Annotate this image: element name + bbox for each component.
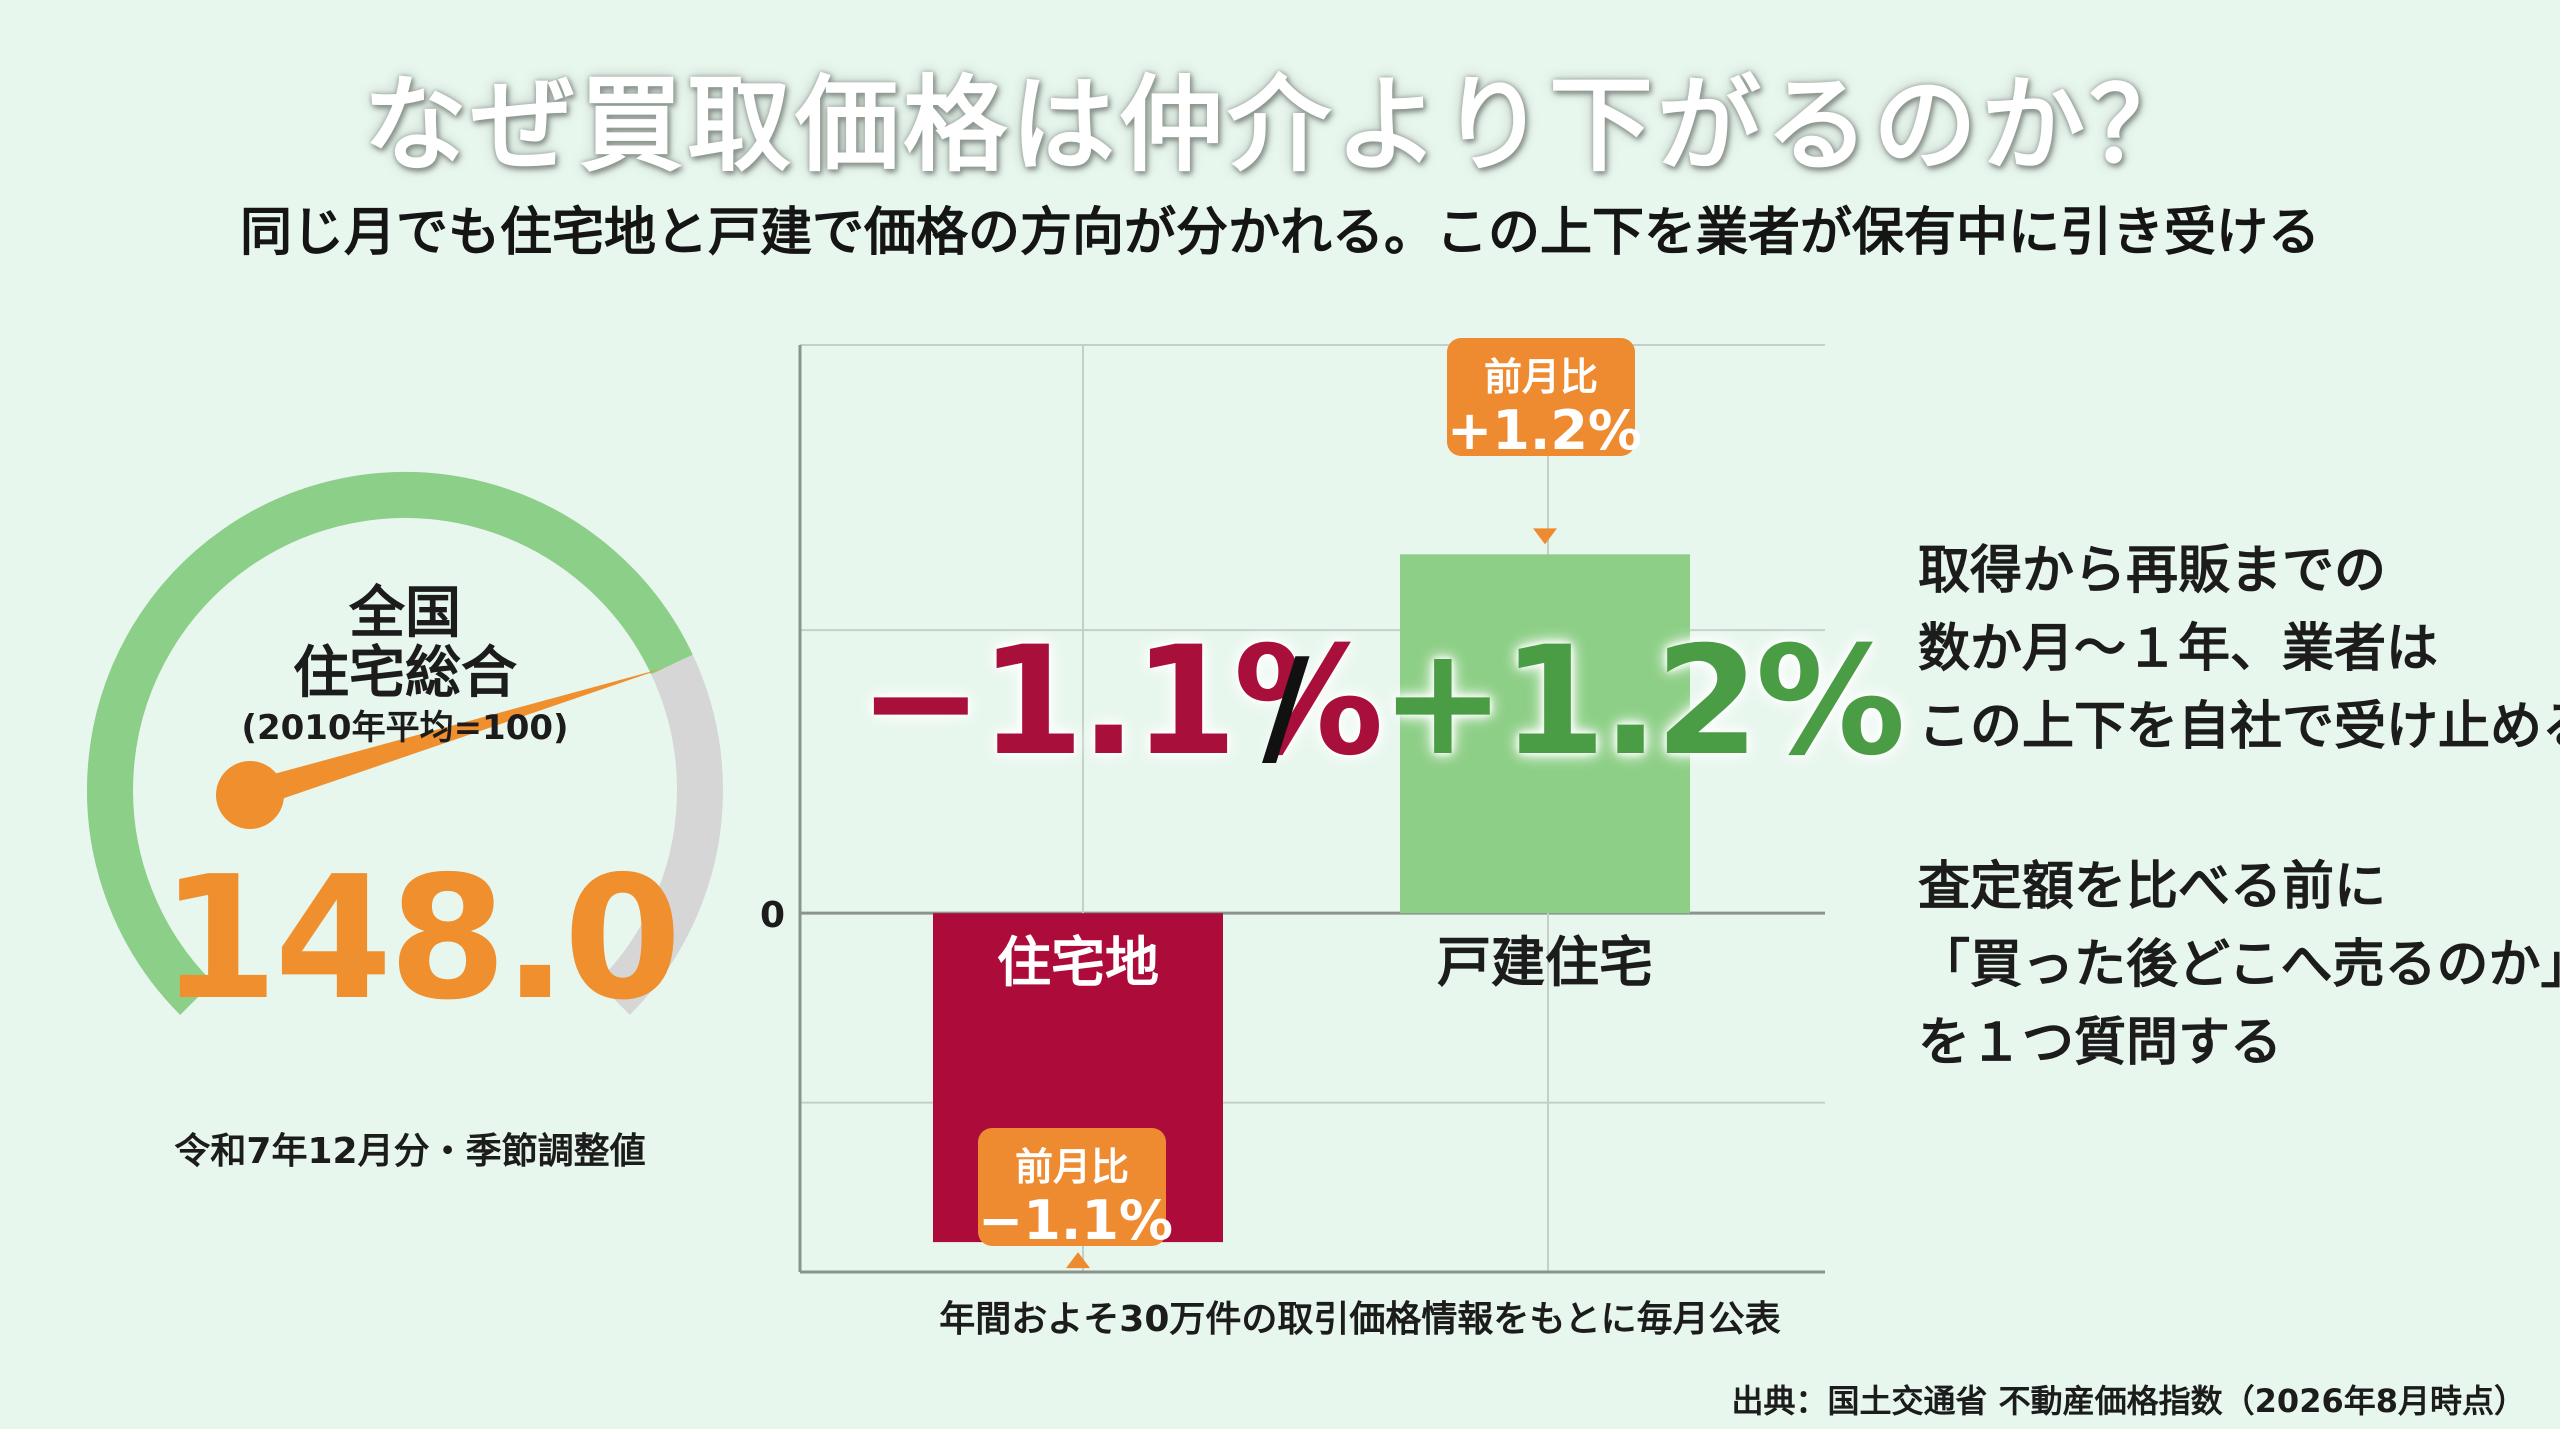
- page-subtitle: 同じ月でも住宅地と戸建で価格の方向が分かれる。この上下を業者が保有中に引き受ける: [239, 203, 2320, 263]
- gauge-period: 令和7年12月分・季節調整値: [174, 1131, 646, 1172]
- right-text-block2: 査定額を比べる前に 「買った後どこへ売るのか」 を１つ質問する: [1918, 848, 2560, 1082]
- gauge-needle-hub: [216, 761, 284, 829]
- callout-label: 前月比: [1014, 1145, 1129, 1189]
- gauge-label-line2: 住宅総合: [293, 641, 517, 706]
- gauge-needle: [245, 667, 665, 809]
- right-text-line: この上下を自社で受け止める: [1918, 697, 2560, 757]
- headline-negative: −1.1%: [858, 615, 1384, 789]
- callout-value: −1.1%: [978, 1189, 1174, 1252]
- source-note: 出典：国土交通省 不動産価格指数（2026年8月時点）: [1731, 1382, 2526, 1420]
- right-text-line: 取得から再販までの: [1918, 541, 2387, 601]
- right-text-line: 査定額を比べる前に: [1918, 857, 2387, 917]
- chart-note: 年間およそ30万件の取引価格情報をもとに毎月公表: [939, 1299, 1781, 1340]
- gauge-value: 148.0: [160, 840, 682, 1038]
- headline-slash: /: [1262, 630, 1310, 782]
- bar-label: 住宅地: [997, 931, 1159, 994]
- gauge-chart: [87, 472, 723, 1015]
- callout-pointer: [1533, 528, 1557, 545]
- callout-pointer: [1066, 1252, 1090, 1269]
- callout-label: 前月比: [1483, 355, 1598, 399]
- gauge-fill: [87, 472, 693, 1015]
- y-tick-label-zero: 0: [760, 895, 785, 936]
- right-text-line: 「買った後どこへ売るのか」: [1918, 935, 2560, 995]
- bar-label: 戸建住宅: [1437, 931, 1653, 994]
- callout-detached-house: 前月比 +1.2%: [1447, 338, 1642, 461]
- callout-value: +1.2%: [1447, 399, 1643, 462]
- gauge-label-line1: 全国: [349, 581, 461, 646]
- page-title: なぜ買取価格は仲介より下がるのか？: [363, 64, 2197, 186]
- headline-positive: +1.2%: [1380, 615, 1906, 789]
- right-text-line: 数か月〜１年、業者は: [1918, 619, 2439, 679]
- gauge-base-note: (2010年平均=100): [241, 708, 569, 748]
- right-text-line: を１つ質問する: [1918, 1013, 2283, 1073]
- bar-detached-house: [1400, 554, 1690, 914]
- callout-residential-land: 前月比 −1.1%: [978, 1128, 1173, 1251]
- right-text-block1: 取得から再販までの 数か月〜１年、業者は この上下を自社で受け止める: [1918, 532, 2560, 766]
